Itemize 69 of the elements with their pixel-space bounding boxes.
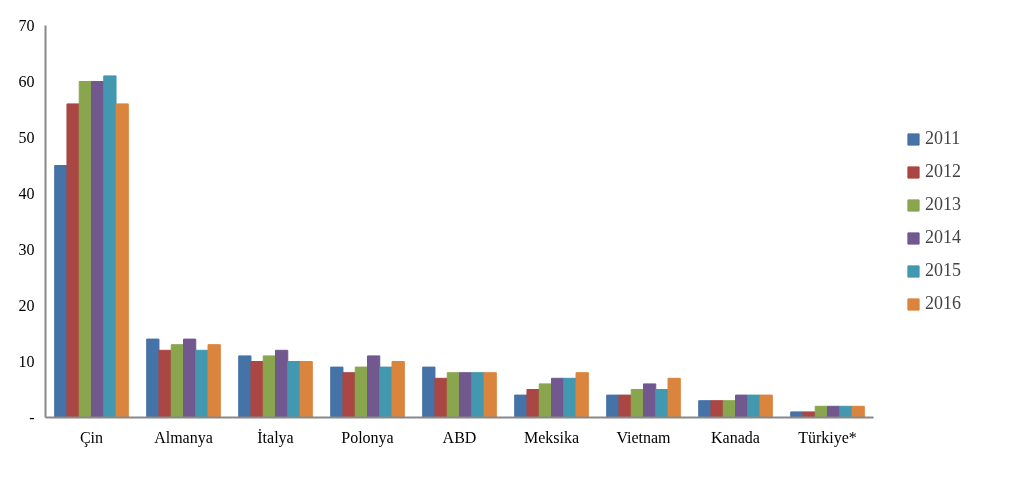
legend-label: 2016 [925,293,962,314]
bar [379,366,393,418]
bar [262,355,276,418]
x-tick-label: Çin [79,428,104,447]
bar [238,355,252,418]
bar [514,394,528,418]
bar [207,344,221,418]
bar [354,366,368,418]
bar [446,372,460,418]
bar [183,338,197,418]
y-tick-label: 50 [18,129,35,146]
bar [606,394,620,418]
bar [643,383,657,418]
bar [483,372,497,418]
bar [710,400,724,418]
x-tick-label: Meksika [523,428,580,446]
legend-label: 2011 [925,128,962,149]
bar [526,389,540,418]
bar [538,383,552,418]
x-tick-label: Polonya [341,428,394,447]
bar [698,400,712,418]
bar [299,361,313,418]
y-tick-label: 60 [18,73,35,90]
bar [667,377,681,418]
x-tick-label: ABD [442,428,477,446]
bar [575,372,589,418]
bar [330,366,344,418]
legend-label: 2014 [925,227,962,248]
x-tick-label: İtalya [257,428,294,447]
bar [91,81,105,418]
bar [618,394,632,418]
x-tick-label: Almanya [154,428,213,447]
bar [342,372,356,418]
bar [54,165,68,418]
bar [851,405,865,418]
bar [434,377,448,418]
bar [422,366,436,418]
y-tick-label: 10 [18,353,35,370]
bar [391,361,405,418]
bar [790,411,804,418]
bar [146,338,160,418]
x-tick-label: Vietnam [616,428,672,446]
x-tick-label: Kanada [711,428,760,446]
x-tick-label: Türkiye* [798,428,857,447]
y-tick-label: 70 [18,17,35,34]
bar [287,361,301,418]
bar [170,344,184,418]
legend-label: 2013 [925,194,962,215]
bar [747,394,761,418]
bar [275,349,289,418]
y-tick-label: - [29,409,35,426]
bar [735,394,749,418]
bar [459,372,473,418]
bar [195,349,209,418]
legend-label: 2015 [925,260,962,281]
bar [250,361,264,418]
bar [103,75,117,418]
y-tick-label: 40 [18,185,35,202]
bar [115,103,129,418]
legend-label: 2012 [925,161,962,182]
bar [759,394,773,418]
bar [471,372,485,418]
bar [66,103,80,418]
y-tick-label: 20 [18,297,35,314]
y-tick-label: 30 [18,241,35,258]
bar [367,355,381,418]
bar [78,81,92,418]
bar [802,411,816,418]
bar [158,349,172,418]
